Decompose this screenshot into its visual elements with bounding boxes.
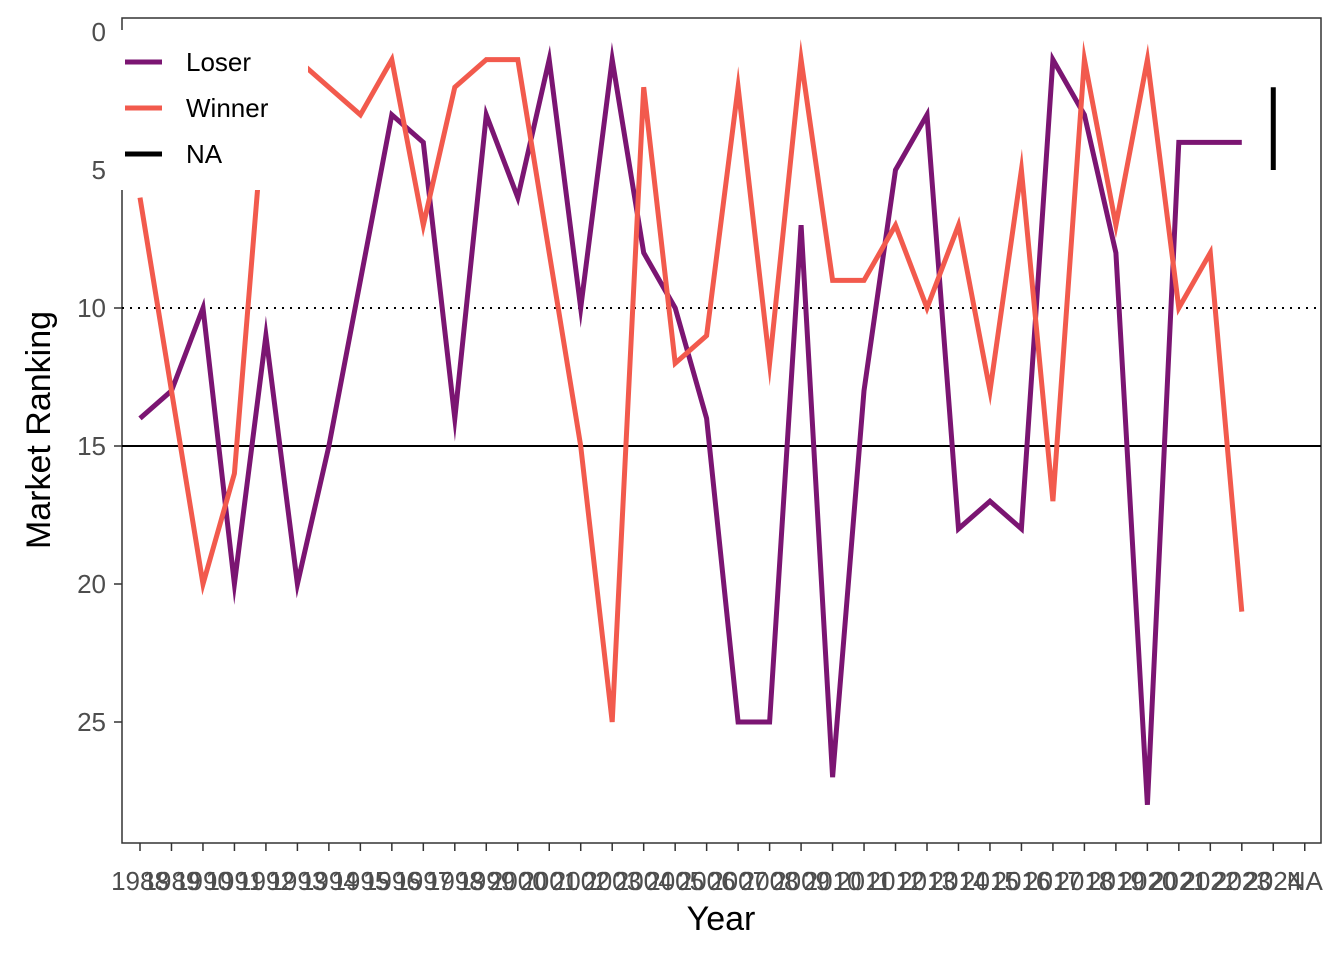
x-tick-label: 1999 — [457, 866, 515, 896]
legend: Loser Winner NA — [112, 30, 308, 190]
y-axis-title: Market Ranking — [20, 311, 58, 549]
x-axis: 1988198919901991199219931994199519961997… — [111, 843, 1323, 896]
y-tick-label: 10 — [77, 293, 106, 323]
x-tick-label: 2011 — [836, 866, 892, 896]
x-tick-label: 2009 — [772, 866, 830, 896]
x-tick-label: 2010 — [804, 866, 862, 896]
series-lines — [137, 39, 1276, 805]
y-tick-label: 25 — [77, 707, 106, 737]
x-tick-label: 2001 — [520, 866, 578, 896]
x-tick-label: 2014 — [930, 866, 988, 896]
x-tick-label: 1989 — [143, 866, 201, 896]
x-tick-label: 2008 — [741, 866, 799, 896]
x-tick-label: 2018 — [1055, 866, 1113, 896]
x-tick-label: 2003 — [583, 866, 641, 896]
x-tick-label: 2019 — [1087, 866, 1145, 896]
x-tick-label: 1992 — [237, 866, 295, 896]
x-tick-label: 2016 — [993, 866, 1051, 896]
x-tick-label: 2007 — [709, 866, 767, 896]
x-tick-label: 2020 — [1118, 866, 1176, 896]
series-loser-line — [138, 42, 1242, 805]
x-tick-label: 2015 — [961, 866, 1019, 896]
reference-lines — [122, 307, 1321, 447]
y-tick-label: 5 — [92, 155, 106, 185]
x-tick-label: NA — [1287, 866, 1324, 896]
x-tick-label: 1995 — [331, 866, 389, 896]
x-tick-label: 2017 — [1024, 866, 1082, 896]
legend-label-loser: Loser — [186, 47, 251, 77]
x-tick-label: 1991 — [206, 866, 264, 896]
x-tick-label: 2023 — [1213, 866, 1271, 896]
y-tick-label: 15 — [77, 431, 106, 461]
x-tick-label: 2002 — [552, 866, 610, 896]
y-tick-label: 20 — [77, 569, 106, 599]
x-tick-label: 1993 — [268, 866, 326, 896]
x-tick-label: 1990 — [174, 866, 232, 896]
x-tick-label: 1996 — [363, 866, 421, 896]
series-winner-line — [137, 39, 1245, 723]
y-axis: 0 5 10 15 20 25 — [77, 17, 122, 737]
plot-panel — [121, 17, 1322, 844]
legend-label-winner: Winner — [186, 93, 269, 123]
legend-label-na: NA — [186, 139, 223, 169]
x-tick-label: 2021 — [1150, 866, 1208, 896]
x-tick-label: 1998 — [426, 866, 484, 896]
x-tick-label: 1997 — [394, 866, 452, 896]
x-tick-label: 2006 — [678, 866, 736, 896]
x-tick-label: 2024 — [1244, 866, 1302, 896]
x-tick-label: 1988 — [111, 866, 169, 896]
x-tick-label: 1994 — [300, 866, 358, 896]
x-tick-label: 2005 — [646, 866, 704, 896]
x-tick-label: 2004 — [615, 866, 673, 896]
x-tick-label: 2000 — [489, 866, 547, 896]
x-tick-label: 2013 — [898, 866, 956, 896]
x-axis-title: Year — [687, 900, 756, 938]
x-tick-label: 2022 — [1181, 866, 1239, 896]
y-tick-label: 0 — [92, 17, 106, 47]
x-tick-label: 2012 — [867, 866, 925, 896]
